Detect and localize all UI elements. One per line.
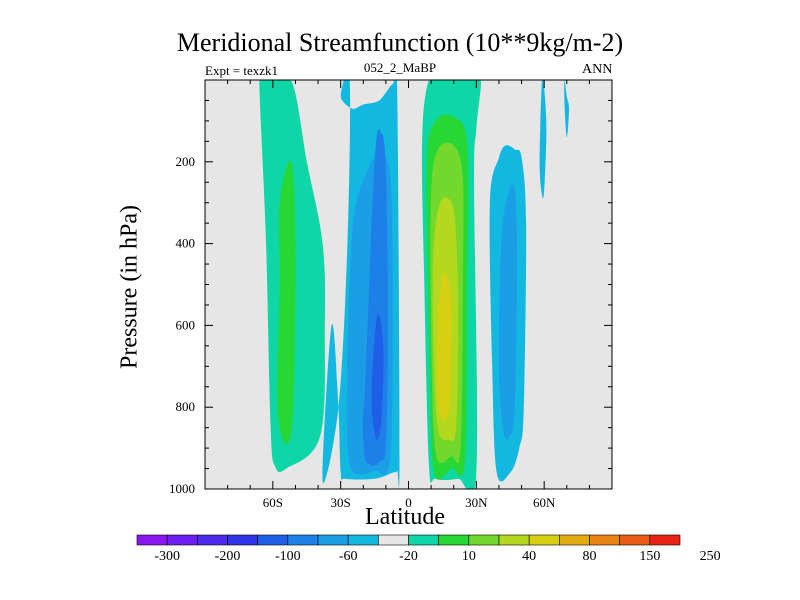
- x-tick-label: 60S: [263, 495, 283, 510]
- colorbar-label: 40: [522, 549, 536, 564]
- colorbar-swatch: [619, 534, 651, 546]
- colorbar-swatch: [257, 534, 289, 546]
- colorbar-label: 10: [462, 549, 476, 564]
- nh-high-lat-blob-2: [564, 80, 569, 138]
- contour-fills: [259, 80, 569, 489]
- x-tick-label: 30S: [331, 495, 351, 510]
- colorbar-label: 250: [700, 549, 721, 564]
- colorbar-swatch: [528, 534, 560, 546]
- colorbar-label: 80: [583, 549, 597, 564]
- y-tick-label: 600: [176, 317, 196, 332]
- colorbar-label: -60: [339, 549, 358, 564]
- season-label: ANN: [582, 62, 613, 77]
- colorbar-swatch: [468, 534, 500, 546]
- colorbar-swatch: [589, 534, 620, 546]
- y-tick-label: 1000: [169, 481, 195, 496]
- case-label: 052_2_MaBP: [363, 60, 437, 75]
- colorbar-label: -300: [154, 549, 180, 564]
- y-tick-label: 200: [176, 154, 196, 169]
- colorbar-swatch: [559, 534, 590, 546]
- x-tick-label: 60N: [533, 495, 556, 510]
- colorbar-label: -20: [399, 549, 418, 564]
- chart-title: Meridional Streamfunction (10**9kg/m-2): [176, 28, 624, 57]
- colorbar-swatch: [347, 534, 379, 546]
- nh-ferrel-core: [498, 184, 517, 440]
- x-axis-label: Latitude: [365, 504, 445, 530]
- colorbar-swatch: [378, 534, 409, 546]
- colorbar-swatch: [498, 534, 530, 546]
- colorbar-label: -200: [215, 549, 241, 564]
- experiment-label: Expt = texzk1: [205, 63, 279, 78]
- colorbar-label: -100: [275, 549, 301, 564]
- colorbar-swatch: [649, 534, 681, 546]
- x-tick-label: 30N: [465, 495, 488, 510]
- colorbar-swatch: [136, 534, 168, 546]
- sh-polar-core: [277, 160, 296, 444]
- sh-ferrel-core: [371, 314, 384, 440]
- colorbar-label: 150: [639, 549, 660, 564]
- axes: 60S 30S 0 30N 60N 200 400 600 800 1000: [169, 80, 612, 510]
- colorbar-swatch: [317, 534, 349, 546]
- colorbar-swatch: [408, 534, 439, 546]
- colorbar-swatch: [287, 534, 319, 546]
- y-tick-label: 400: [176, 236, 196, 251]
- y-tick-label: 800: [176, 399, 196, 414]
- tropical-cell-max: [437, 273, 452, 421]
- colorbar-swatch: [166, 534, 198, 546]
- colorbar-swatch: [438, 534, 470, 546]
- x-tick-label: 0: [405, 495, 412, 510]
- colorbar: -300 -200 -100 -60 -20 10 40 80 150 250: [136, 534, 721, 564]
- nh-high-lat-blob-1: [539, 80, 547, 199]
- colorbar-swatch: [197, 534, 228, 546]
- colorbar-swatch: [227, 534, 258, 546]
